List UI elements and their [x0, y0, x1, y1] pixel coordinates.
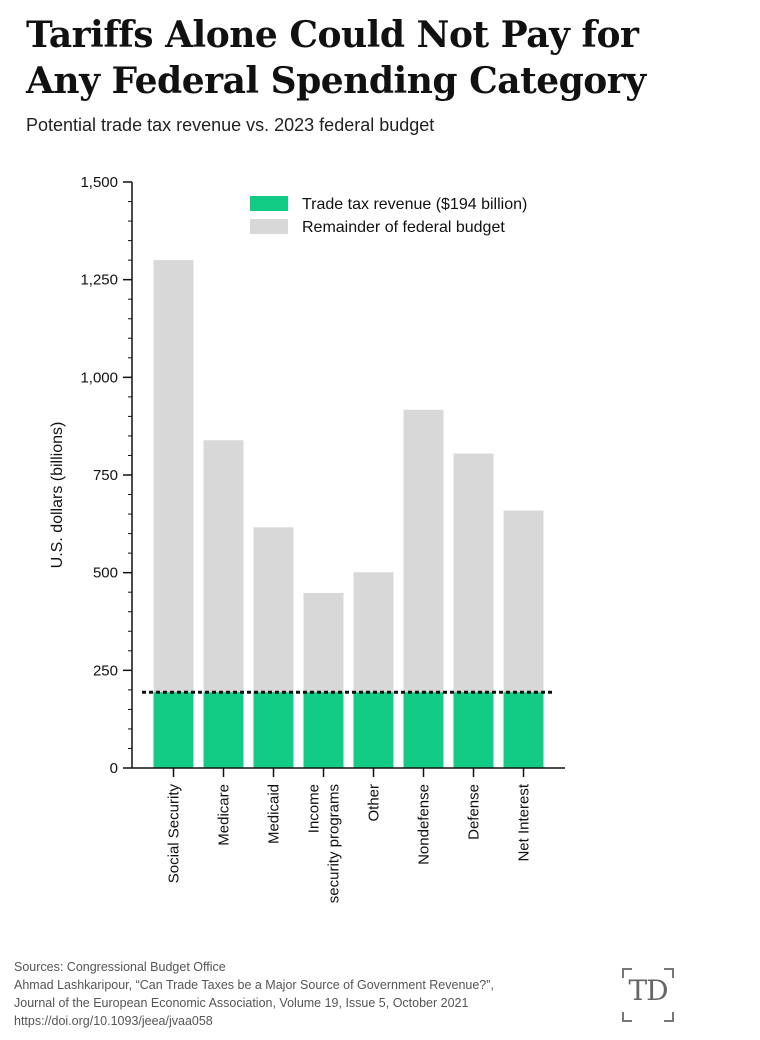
x-tick-label: Medicaid: [266, 784, 283, 844]
bar-trade-revenue: [403, 692, 444, 768]
legend: Trade tax revenue ($194 billion) Remainde…: [250, 196, 527, 236]
x-tick-label-line: Income: [306, 784, 323, 833]
bar-remainder: [203, 440, 244, 693]
bar-trade-revenue: [353, 692, 394, 768]
y-tick-label: 1,500: [80, 174, 118, 191]
x-tick-label: Defense: [466, 784, 483, 840]
y-tick-label: 0: [110, 760, 118, 777]
x-tick-label: Social Security: [166, 784, 183, 884]
legend-label: Trade tax revenue ($194 billion): [302, 196, 527, 213]
bar-remainder: [303, 592, 344, 693]
x-tick-label-line: Social Security: [166, 784, 183, 884]
bar-trade-revenue: [203, 692, 244, 768]
bar-remainder: [453, 453, 494, 693]
bar-trade-revenue: [303, 692, 344, 768]
bar-trade-revenue: [503, 692, 544, 768]
y-tick-label: 500: [93, 565, 118, 582]
y-tick-label: 1,250: [80, 272, 118, 289]
x-tick-label-line: Nondefense: [416, 784, 433, 865]
bar-remainder: [403, 409, 444, 693]
x-tick-label-line: Other: [366, 784, 383, 822]
x-tick-label-line: Net Interest: [516, 783, 533, 861]
bar-remainder: [253, 527, 294, 693]
x-tick-label-line: security programs: [326, 784, 343, 903]
legend-swatch: [250, 219, 288, 234]
chart-subtitle: Potential trade tax revenue vs. 2023 fed…: [26, 115, 435, 135]
bar-trade-revenue: [453, 692, 494, 768]
sources-line: Sources: Congressional Budget Office: [14, 960, 226, 974]
title-line-1: Tariffs Alone Could Not Pay for: [26, 14, 639, 56]
chart-title: Tariffs Alone Could Not Pay for Any Fede…: [26, 12, 726, 104]
bar-chart: 0 250 500 750 1,000 1,250 1,500 Social Securit…: [49, 174, 565, 903]
doi-link[interactable]: https://doi.org/10.1093/jeea/jvaa058: [14, 1014, 213, 1028]
bar-trade-revenue: [253, 692, 294, 768]
y-tick-label: 1,000: [80, 369, 118, 386]
y-axis-label: U.S. dollars (billions): [49, 422, 66, 569]
td-logo: TD: [622, 968, 674, 1022]
x-tick-label: Other: [366, 784, 383, 822]
legend-label: Remainder of federal budget: [302, 219, 505, 236]
x-tick-label: Net Interest: [516, 783, 533, 861]
bar-trade-revenue: [153, 692, 194, 768]
y-axis: 0 250 500 750 1,000 1,250 1,500: [80, 174, 133, 777]
sources: Sources: Congressional Budget Office Ahm…: [14, 958, 604, 1030]
citation-line: Ahmad Lashkaripour, “Can Trade Taxes be …: [14, 978, 494, 992]
bars: [142, 260, 555, 768]
logo-text: TD: [628, 974, 668, 1007]
y-tick-label: 250: [93, 662, 118, 679]
x-tick-label: Medicare: [216, 784, 233, 846]
bar-remainder: [153, 260, 194, 693]
legend-swatch: [250, 196, 288, 211]
x-tick-label-line: Defense: [466, 784, 483, 840]
bar-remainder: [353, 572, 394, 693]
x-tick-label-line: Medicaid: [266, 784, 283, 844]
x-tick-label-line: Medicare: [216, 784, 233, 846]
bar-remainder: [503, 510, 544, 693]
x-axis: Social Security Medicare Medicaid Income sec…: [132, 767, 565, 903]
x-tick-label: Nondefense: [416, 784, 433, 865]
citation-line: Journal of the European Economic Associa…: [14, 996, 469, 1010]
y-tick-label: 750: [93, 467, 118, 484]
x-tick-label: Income security programs: [306, 784, 343, 903]
title-line-2: Any Federal Spending Category: [26, 60, 646, 102]
